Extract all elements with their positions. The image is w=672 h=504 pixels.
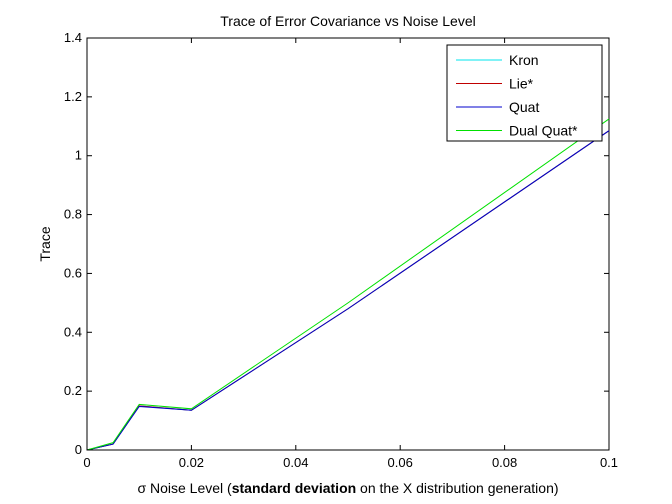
y-tick-label: 0.8 xyxy=(64,207,82,222)
legend: Kron Lie* Quat Dual Quat* xyxy=(446,44,603,142)
y-axis-ticks: 0 0.2 0.4 0.6 0.8 1 1.2 1.4 xyxy=(64,30,609,457)
legend-label: Lie* xyxy=(509,76,534,92)
chart-title: Trace of Error Covariance vs Noise Level xyxy=(220,13,475,29)
x-axis-label-suffix: on the X distribution generation) xyxy=(356,480,558,496)
y-tick-label: 0.4 xyxy=(64,324,82,339)
y-tick-label: 1.4 xyxy=(64,30,82,45)
y-tick-label: 1 xyxy=(75,148,82,163)
x-tick-label: 0.1 xyxy=(600,455,618,470)
x-tick-label: 0.08 xyxy=(492,455,517,470)
y-tick-label: 1.2 xyxy=(64,89,82,104)
legend-label: Dual Quat* xyxy=(509,123,578,139)
legend-entries: Kron Lie* Quat Dual Quat* xyxy=(456,52,578,139)
legend-box xyxy=(446,44,603,142)
y-tick-label: 0.6 xyxy=(64,265,82,280)
x-tick-label: 0.04 xyxy=(283,455,308,470)
y-tick-label: 0 xyxy=(75,442,82,457)
y-axis-label: Trace xyxy=(37,226,53,261)
x-tick-label: 0 xyxy=(83,455,90,470)
series-line-dual-quat xyxy=(86,118,610,451)
x-axis-label: σ Noise Level (standard deviation on the… xyxy=(137,480,558,496)
x-tick-label: 0.06 xyxy=(388,455,413,470)
legend-label: Quat xyxy=(509,99,539,115)
x-axis-ticks: 0 0.02 0.04 0.06 0.08 0.1 xyxy=(83,38,618,470)
series-layer xyxy=(86,118,610,451)
legend-label: Kron xyxy=(509,52,539,68)
x-axis-label-prefix: σ Noise Level ( xyxy=(137,480,232,496)
series-line-quat xyxy=(86,130,610,451)
x-axis-label-bold: standard deviation xyxy=(232,480,356,496)
y-tick-label: 0.2 xyxy=(64,383,82,398)
x-tick-label: 0.02 xyxy=(179,455,204,470)
